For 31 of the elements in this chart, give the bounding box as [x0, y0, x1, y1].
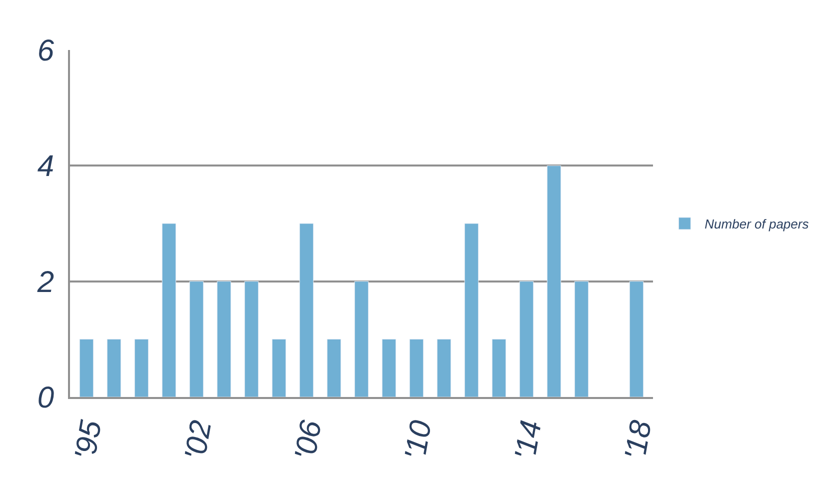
bar — [79, 338, 94, 397]
y-tick-label: 6 — [37, 34, 54, 68]
bar — [189, 281, 204, 397]
bar — [244, 281, 259, 397]
bar — [134, 338, 149, 397]
bar — [464, 223, 479, 397]
x-tick-label: '95 — [68, 418, 108, 462]
x-tick-label: '10 — [398, 418, 438, 462]
bar — [519, 281, 534, 397]
bar — [354, 281, 369, 397]
bar — [216, 281, 232, 397]
bar — [546, 165, 562, 397]
bar — [106, 338, 122, 397]
bar — [162, 223, 176, 397]
x-tick-label: '14 — [508, 418, 548, 462]
legend-label: Number of papers — [704, 216, 810, 232]
bar — [436, 338, 452, 397]
bar — [382, 338, 396, 397]
bar — [272, 338, 286, 397]
bar — [574, 281, 589, 397]
x-tick-label: '06 — [288, 418, 328, 462]
bar — [299, 223, 314, 397]
bar — [326, 338, 342, 397]
y-tick-label: 2 — [36, 266, 54, 299]
bar — [629, 281, 644, 397]
y-tick-label: 4 — [37, 150, 54, 184]
x-tick-label: '18 — [618, 418, 658, 462]
y-tick-label: 0 — [37, 382, 54, 414]
bar — [492, 338, 506, 397]
bar — [409, 338, 424, 397]
x-tick-label: '02 — [178, 418, 218, 462]
